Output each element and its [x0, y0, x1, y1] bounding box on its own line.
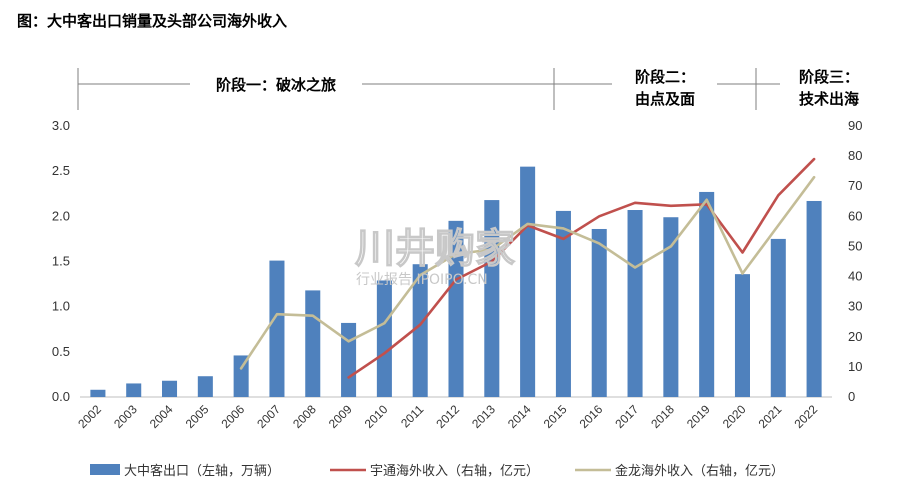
- phase-1-label: 阶段一：破冰之旅: [216, 76, 336, 94]
- left-axis-tick: 1.5: [52, 254, 70, 269]
- watermark-main: 川井购家: [355, 226, 515, 272]
- right-axis-tick: 10: [848, 359, 862, 374]
- export-volume-bar: [806, 200, 822, 397]
- x-axis-tick: 2009: [326, 402, 355, 431]
- legend-label: 金龙海外收入（右轴，亿元）: [615, 463, 784, 479]
- x-axis-tick: 2008: [290, 402, 319, 431]
- right-axis-tick: 0: [848, 389, 855, 404]
- x-axis-tick: 2014: [505, 402, 534, 431]
- left-axis-tick: 2.5: [52, 163, 70, 178]
- export-volume-bar: [126, 383, 142, 397]
- phase-3-label-line: 阶段三：: [799, 68, 859, 86]
- left-axis-tick: 3.0: [52, 118, 70, 133]
- right-axis-tick: 90: [848, 118, 862, 133]
- left-axis-tick: 2.0: [52, 208, 70, 223]
- export-volume-bar: [305, 290, 321, 397]
- phase-annotations: 阶段一：破冰之旅 阶段二： 由点及面 阶段三： 技术出海: [77, 68, 859, 110]
- export-volume-bar: [197, 376, 213, 397]
- x-axis-tick: 2007: [254, 402, 283, 431]
- legend-label: 宇通海外收入（右轴，亿元）: [370, 464, 539, 479]
- export-volume-bar: [341, 322, 357, 397]
- export-volume-bar: [448, 220, 464, 397]
- x-axis-tick: 2015: [541, 402, 570, 431]
- right-axis-tick: 80: [848, 148, 862, 163]
- legend-swatch-bar: [90, 464, 120, 475]
- export-volume-bar: [555, 210, 571, 397]
- x-axis-tick: 2019: [684, 402, 713, 431]
- right-axis-tick: 70: [848, 178, 862, 193]
- x-axis-tick: 2005: [183, 402, 212, 431]
- line-series: [239, 157, 816, 379]
- right-axis-tick: 50: [848, 238, 862, 253]
- right-axis-tick: 30: [848, 299, 862, 314]
- legend: 大中客出口（左轴，万辆） 宇通海外收入（右轴，亿元） 金龙海外收入（右轴，亿元）: [90, 463, 784, 479]
- x-axis-tick: 2012: [433, 402, 462, 431]
- x-axis-tick: 2003: [111, 402, 140, 431]
- x-axis-tick: 2022: [791, 402, 820, 431]
- export-volume-bar: [376, 280, 392, 397]
- yutong-revenue-line: [347, 157, 816, 379]
- right-axis-tick: 60: [848, 208, 862, 223]
- phase-3-label-line: 技术出海: [799, 90, 859, 108]
- kinglong-revenue-line: [239, 175, 816, 370]
- left-axis-tick: 0.0: [52, 389, 70, 404]
- x-axis-tick: 2017: [612, 402, 641, 431]
- export-volume-bar: [663, 217, 679, 397]
- x-axis-tick: 2018: [648, 402, 677, 431]
- phase-2-label-line: 由点及面: [635, 90, 695, 108]
- export-volume-bar: [162, 380, 178, 397]
- right-axis-tick: 20: [848, 329, 862, 344]
- right-axis-tick: 40: [848, 269, 862, 284]
- export-volume-bar: [770, 238, 786, 397]
- export-volume-bar: [412, 264, 428, 397]
- x-axis-tick: 2016: [577, 402, 606, 431]
- watermark: 川井购家 行业报告 IPOIPO.CN: [354, 225, 515, 288]
- bar-series: [90, 166, 822, 397]
- export-volume-bar: [627, 210, 643, 397]
- x-axis-tick: 2013: [469, 402, 498, 431]
- left-axis-tick: 1.0: [52, 299, 70, 314]
- phase-3-label: 阶段三： 技术出海: [799, 68, 859, 108]
- x-axis-tick: 2020: [720, 402, 749, 431]
- export-volume-bar: [699, 191, 715, 397]
- x-axis-tick: 2006: [218, 402, 247, 431]
- phase-2-label-line: 阶段二：: [635, 68, 695, 86]
- export-volume-bar: [90, 389, 106, 397]
- left-axis-tick: 0.5: [52, 344, 70, 359]
- x-axis-tick: 2010: [362, 402, 391, 431]
- x-axis-tick: 2002: [75, 402, 104, 431]
- watermark-sub: 行业报告 IPOIPO.CN: [356, 272, 488, 288]
- export-volume-bar: [734, 274, 750, 397]
- x-axis-tick: 2004: [147, 402, 176, 431]
- legend-label: 大中客出口（左轴，万辆）: [124, 463, 280, 479]
- export-volume-bar: [269, 260, 285, 397]
- export-volume-bar: [591, 228, 607, 397]
- export-volume-bar: [520, 166, 536, 397]
- x-axis-tick: 2011: [398, 402, 426, 430]
- phase-2-label: 阶段二： 由点及面: [635, 68, 695, 108]
- export-volume-bar: [233, 355, 249, 397]
- chart-title: 图：大中客出口销量及头部公司海外收入: [17, 12, 288, 30]
- x-axis-tick: 2021: [756, 402, 785, 431]
